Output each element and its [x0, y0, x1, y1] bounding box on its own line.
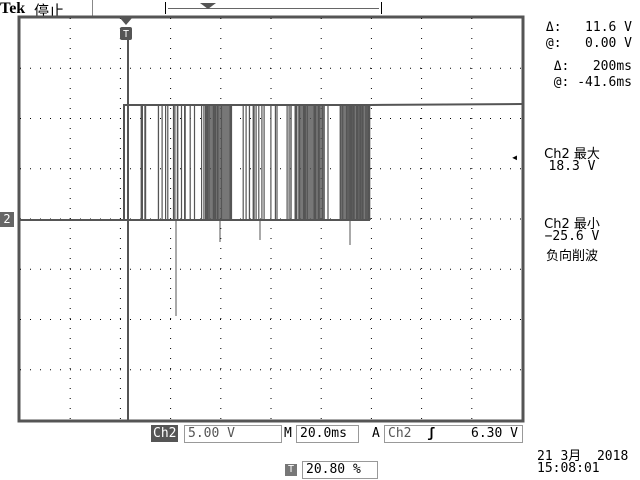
waveform-pulses [140, 105, 371, 220]
graticule-border [17, 15, 525, 423]
trigger-marker-text: T [123, 29, 129, 40]
date: 21 3月 2018 [537, 449, 629, 464]
trigger-position-icon: T [285, 464, 297, 476]
channel-2-marker[interactable]: 2 [0, 212, 14, 227]
trigger-readout[interactable]: Ch2 ʃ 6.30 V [384, 425, 523, 443]
record-trigger-marker [200, 3, 216, 9]
min-label: Ch2 最小 [544, 217, 600, 232]
brand-logo: Tek [0, 0, 26, 17]
cursor-at-v: @: 0.00 V [545, 36, 632, 51]
time: 15:08:01 [537, 461, 600, 476]
waveform-trace [20, 103, 523, 221]
trigger-position[interactable]: 20.80 % [302, 461, 378, 479]
record-view-bar [165, 2, 382, 14]
timebase-prefix: M [284, 426, 292, 441]
trigger-mode: A [372, 426, 380, 441]
min-value: −25.6 V [544, 229, 600, 244]
cursor-delta-v: Δ: 11.6 V [545, 20, 632, 35]
channel-scale[interactable]: 5.00 V [184, 425, 282, 443]
waveform-glitches [175, 220, 351, 316]
trigger-position-marker [120, 18, 132, 25]
trigger-marker-icon [120, 27, 132, 40]
channel-label[interactable]: Ch2 [151, 425, 179, 442]
trigger-level: 6.30 V [471, 426, 518, 441]
max-label: Ch2 最大 [544, 147, 600, 162]
cursor-at-t: @: -41.6ms [553, 75, 632, 90]
timebase-value[interactable]: 20.0ms [296, 425, 359, 443]
trigger-source: Ch2 [388, 426, 412, 441]
waveform-burst [298, 105, 325, 220]
min-note: 负向削波 [545, 249, 598, 264]
menu-arrow-icon[interactable]: ◂ [511, 150, 519, 164]
divider [92, 0, 93, 16]
rising-edge-icon: ʃ [427, 426, 436, 441]
cursor-delta-t: Δ: 200ms [553, 59, 632, 74]
max-value: 18.3 V [548, 159, 596, 174]
